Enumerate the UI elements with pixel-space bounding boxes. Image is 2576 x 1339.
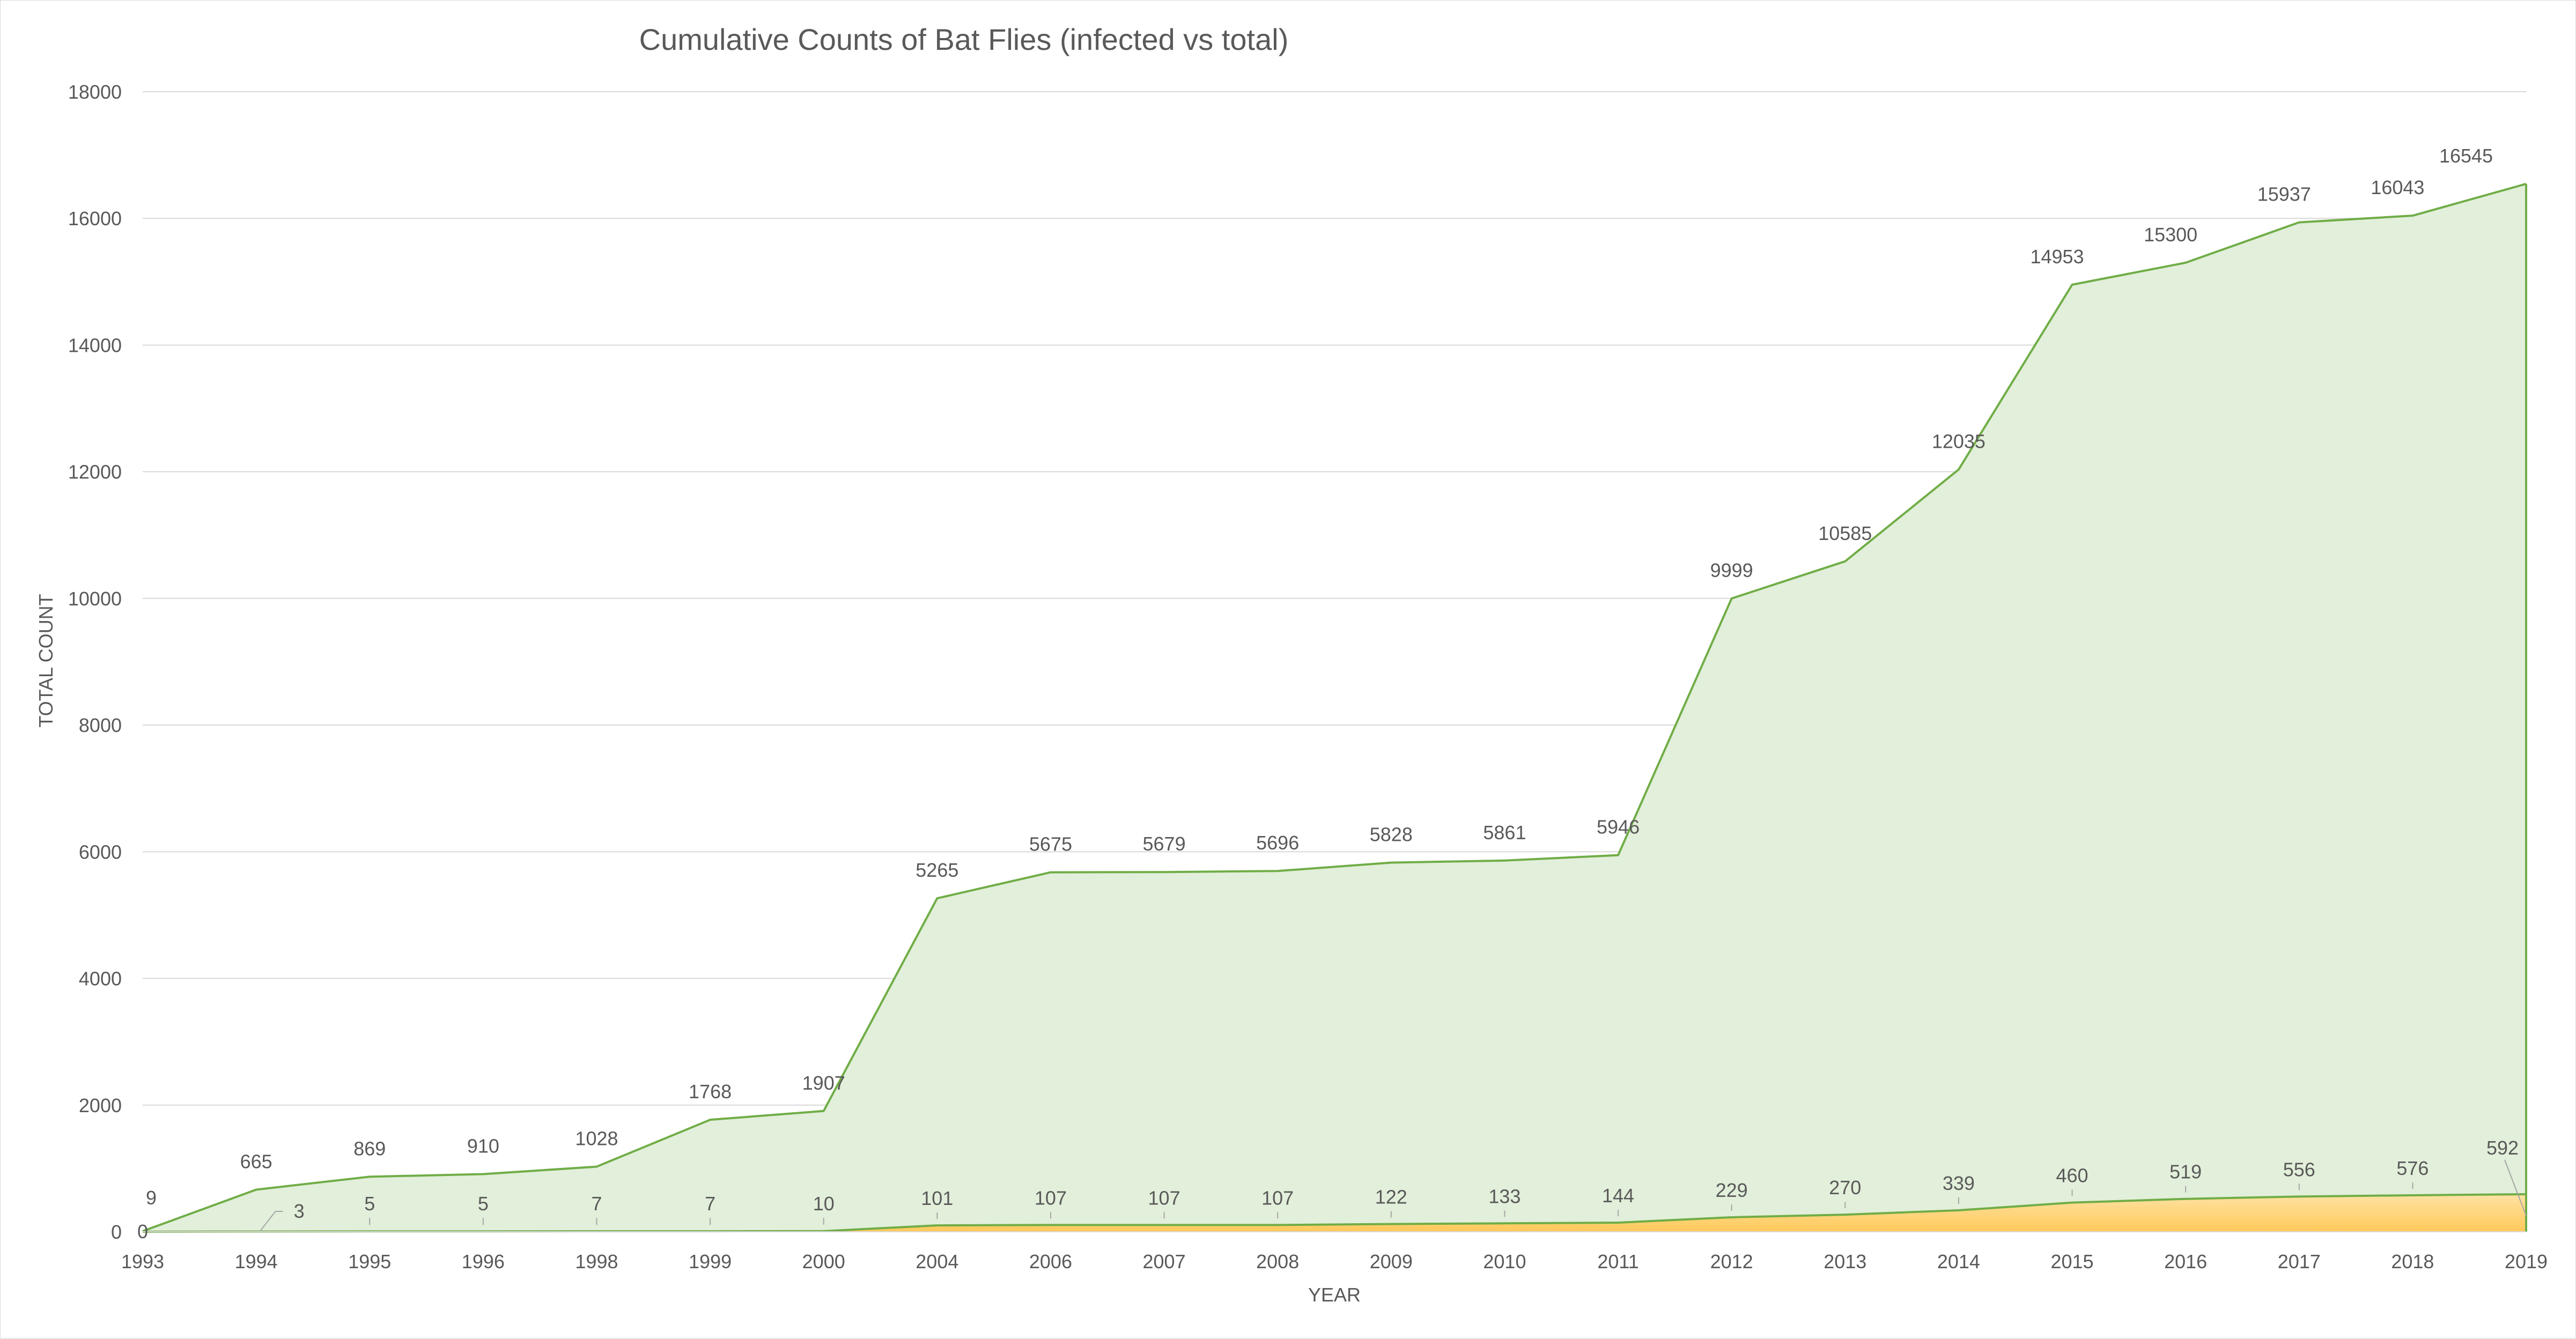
infected-data-label: 5 [364, 1193, 375, 1215]
y-tick-label: 2000 [79, 1094, 122, 1116]
infected-data-label: 7 [705, 1193, 715, 1215]
total-data-label: 5861 [1483, 822, 1526, 844]
total-data-label: 5696 [1256, 832, 1299, 854]
y-tick-label: 6000 [79, 841, 122, 863]
total-data-label: 869 [353, 1137, 386, 1159]
infected-data-label: 7 [591, 1193, 602, 1215]
total-data-label: 10585 [1818, 522, 1872, 544]
infected-leader-line [2504, 1159, 2527, 1216]
x-tick-label: 2011 [1597, 1251, 1638, 1273]
x-tick-label: 2006 [1029, 1251, 1072, 1273]
y-tick-label: 16000 [68, 208, 122, 230]
infected-data-label: 519 [2169, 1161, 2202, 1183]
total-data-label: 12035 [1932, 431, 1985, 453]
infected-series-area [143, 1194, 2526, 1232]
x-tick-label: 1993 [121, 1251, 164, 1273]
y-tick-label: 12000 [68, 461, 122, 483]
x-tick-label: 2000 [802, 1251, 845, 1273]
infected-leader-line [260, 1211, 283, 1231]
infected-data-label: 0 [137, 1220, 148, 1242]
x-tick-label: 1995 [348, 1251, 391, 1273]
y-tick-label: 10000 [68, 588, 122, 610]
infected-data-label: 339 [1943, 1172, 1975, 1194]
y-tick-label: 14000 [68, 334, 122, 356]
data-labels: 9 665 869 910 1028 1768 1907 5265 5675 5679 5696 58… [137, 145, 2527, 1242]
x-tick-label: 2007 [1143, 1251, 1186, 1273]
x-tick-label: 1999 [689, 1251, 732, 1273]
series-areas [142, 182, 2527, 1233]
infected-data-label: 107 [1261, 1187, 1294, 1209]
total-data-label: 9 [146, 1187, 157, 1209]
y-tick-label: 0 [111, 1221, 122, 1243]
y-tick-label: 18000 [68, 81, 122, 103]
total-data-label: 14953 [2030, 246, 2084, 268]
x-tick-label: 2016 [2164, 1251, 2207, 1273]
x-tick-label: 1998 [575, 1251, 618, 1273]
x-tick-label: 2017 [2278, 1251, 2321, 1273]
x-tick-label: 2010 [1483, 1251, 1526, 1273]
infected-data-label: 592 [2486, 1137, 2519, 1159]
y-axis-title: TOTAL COUNT [35, 594, 57, 727]
x-axis-title: YEAR [1308, 1284, 1361, 1306]
chart-title: Cumulative Counts of Bat Flies (infected… [639, 23, 1289, 56]
x-tick-label: 2004 [916, 1251, 958, 1273]
total-series-area [143, 183, 2526, 1232]
infected-data-label: 107 [1148, 1187, 1180, 1209]
total-data-label: 5675 [1029, 833, 1072, 855]
infected-data-label: 5 [478, 1193, 489, 1215]
total-data-label: 15937 [2257, 183, 2311, 205]
infected-data-label: 133 [1488, 1185, 1520, 1207]
x-tick-label: 2012 [1710, 1251, 1753, 1273]
infected-data-label: 101 [921, 1187, 953, 1209]
infected-data-label: 144 [1602, 1185, 1634, 1207]
infected-data-label: 229 [1716, 1179, 1748, 1201]
x-tick-label: 2009 [1370, 1251, 1413, 1273]
total-data-label: 910 [467, 1135, 499, 1157]
total-data-label: 5265 [916, 859, 958, 881]
x-tick-label: 2018 [2391, 1251, 2434, 1273]
total-data-label: 16043 [2371, 176, 2424, 198]
infected-data-label: 270 [1829, 1177, 1861, 1199]
y-tick-label: 8000 [79, 714, 122, 736]
total-data-label: 1028 [575, 1128, 618, 1150]
x-tick-label: 1994 [235, 1251, 278, 1273]
total-data-label: 16545 [2439, 145, 2493, 167]
total-data-label: 5679 [1143, 833, 1186, 855]
x-tick-label: 2008 [1256, 1251, 1299, 1273]
axes: 0 2000 4000 6000 8000 10000 12000 14000 16000 180… [68, 81, 2548, 1273]
gridlines [143, 91, 2526, 1106]
infected-data-label: 556 [2283, 1158, 2315, 1180]
total-data-label: 15300 [2144, 224, 2197, 246]
total-data-label: 5828 [1370, 824, 1413, 846]
y-tick-label: 4000 [79, 968, 122, 990]
x-tick-label: 2019 [2505, 1251, 2548, 1273]
total-data-label: 9999 [1710, 559, 1753, 581]
total-data-label: 1768 [689, 1081, 732, 1103]
infected-data-label: 460 [2056, 1165, 2088, 1187]
x-tick-label: 2014 [1937, 1251, 1980, 1273]
x-tick-label: 1996 [462, 1251, 505, 1273]
total-series-line [142, 182, 2527, 1232]
total-data-label: 665 [240, 1150, 272, 1172]
x-tick-label: 2015 [2050, 1251, 2093, 1273]
infected-data-label: 10 [813, 1193, 835, 1215]
infected-data-label: 122 [1375, 1186, 1407, 1208]
total-data-label: 5946 [1597, 816, 1640, 838]
infected-data-label: 3 [294, 1200, 305, 1222]
infected-data-label: 107 [1035, 1187, 1067, 1209]
total-data-label: 1907 [802, 1072, 845, 1094]
x-tick-label: 2013 [1824, 1251, 1866, 1273]
infected-data-label: 576 [2396, 1157, 2429, 1179]
